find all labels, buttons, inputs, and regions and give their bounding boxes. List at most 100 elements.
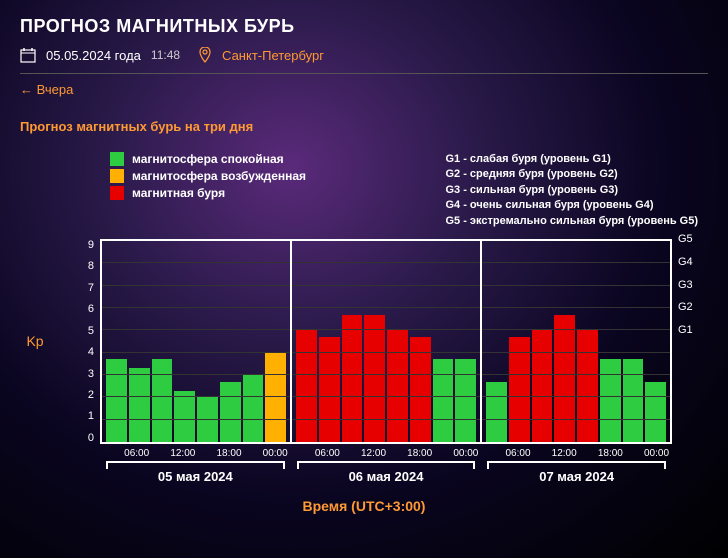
bar bbox=[364, 315, 385, 442]
y-tick: 2 bbox=[88, 389, 94, 401]
y2-tick: G1 bbox=[678, 324, 693, 336]
legend-swatch bbox=[110, 186, 124, 200]
bar bbox=[319, 337, 340, 442]
y-axis-label: Kp bbox=[20, 239, 50, 444]
x-tick bbox=[103, 448, 124, 459]
x-tick bbox=[531, 448, 552, 459]
bar bbox=[433, 359, 454, 442]
x-ticks: 06:00 12:00 18:00 00:00 bbox=[291, 444, 482, 459]
y-tick: 1 bbox=[88, 410, 94, 422]
bar bbox=[129, 368, 150, 442]
legend-label: магнитная буря bbox=[132, 186, 225, 200]
meta-time: 11:48 bbox=[151, 48, 180, 62]
bar bbox=[387, 330, 408, 442]
x-ticks: 06:00 12:00 18:00 00:00 bbox=[100, 444, 291, 459]
legend-item: магнитосфера спокойная bbox=[110, 152, 306, 166]
bar bbox=[554, 315, 575, 442]
calendar-icon bbox=[20, 47, 36, 63]
bar bbox=[509, 337, 530, 442]
x-tick: 06:00 bbox=[315, 448, 340, 459]
date-label: 05 мая 2024 bbox=[106, 461, 285, 484]
bar bbox=[532, 330, 553, 442]
meta-row: 05.05.2024 года 11:48 Санкт-Петербург bbox=[20, 47, 708, 74]
y2-tick: G4 bbox=[678, 256, 693, 268]
x-tick bbox=[340, 448, 361, 459]
x-tick: 18:00 bbox=[598, 448, 623, 459]
x-tick bbox=[242, 448, 263, 459]
meta-date: 05.05.2024 года bbox=[46, 48, 141, 63]
x-tick: 00:00 bbox=[644, 448, 669, 459]
legend-item: магнитосфера возбужденная bbox=[110, 169, 306, 183]
x-tick: 12:00 bbox=[170, 448, 195, 459]
legend-right-item: G5 - экстремально сильная буря (уровень … bbox=[445, 214, 698, 229]
bar bbox=[220, 382, 241, 442]
x-tick bbox=[195, 448, 216, 459]
x-tick: 06:00 bbox=[505, 448, 530, 459]
y-tick: 3 bbox=[88, 368, 94, 380]
legend-label: магнитосфера возбужденная bbox=[132, 169, 306, 183]
nav-back[interactable]: ← Вчера bbox=[20, 82, 708, 97]
date-label: 07 мая 2024 bbox=[487, 461, 666, 484]
meta-city: Санкт-Петербург bbox=[222, 48, 324, 63]
subtitle: Прогноз магнитных бурь на три дня bbox=[20, 119, 708, 134]
page-title: ПРОГНОЗ МАГНИТНЫХ БУРЬ bbox=[20, 16, 708, 37]
legend-item: магнитная буря bbox=[110, 186, 306, 200]
x-tick bbox=[149, 448, 170, 459]
legend-swatch bbox=[110, 152, 124, 166]
legend-right-item: G1 - слабая буря (уровень G1) bbox=[445, 152, 698, 167]
pin-icon bbox=[198, 47, 212, 63]
legend-label: магнитосфера спокойная bbox=[132, 152, 284, 166]
bar bbox=[623, 359, 644, 442]
x-tick bbox=[386, 448, 407, 459]
x-tick bbox=[577, 448, 598, 459]
x-tick: 12:00 bbox=[552, 448, 577, 459]
x-tick bbox=[623, 448, 644, 459]
y2-tick: G5 bbox=[678, 233, 693, 245]
bar bbox=[600, 359, 621, 442]
bar bbox=[296, 330, 317, 442]
x-tick: 00:00 bbox=[453, 448, 478, 459]
bar bbox=[197, 397, 218, 442]
legend-right-item: G3 - сильная буря (уровень G3) bbox=[445, 183, 698, 198]
x-tick: 12:00 bbox=[361, 448, 386, 459]
legend-swatch bbox=[110, 169, 124, 183]
y2-tick: G2 bbox=[678, 301, 693, 313]
bar bbox=[410, 337, 431, 442]
date-label: 06 мая 2024 bbox=[297, 461, 476, 484]
legend-right: G1 - слабая буря (уровень G1)G2 - средня… bbox=[445, 152, 698, 229]
bar bbox=[174, 391, 195, 442]
legend-right-item: G2 - средняя буря (уровень G2) bbox=[445, 167, 698, 182]
bar bbox=[243, 375, 264, 442]
legend-left: магнитосфера спокойная магнитосфера возбу… bbox=[110, 152, 306, 229]
x-axis-label: Время (UTC+3:00) bbox=[20, 498, 708, 514]
y-tick: 4 bbox=[88, 346, 94, 358]
x-tick: 18:00 bbox=[216, 448, 241, 459]
bar bbox=[455, 359, 476, 442]
day-panel bbox=[102, 241, 292, 442]
y-tick: 8 bbox=[88, 260, 94, 272]
legend-right-item: G4 - очень сильная буря (уровень G4) bbox=[445, 198, 698, 213]
bar bbox=[106, 359, 127, 442]
bar bbox=[486, 382, 507, 442]
bar bbox=[577, 330, 598, 442]
x-tick bbox=[432, 448, 453, 459]
y2-tick: G3 bbox=[678, 279, 693, 291]
chart: магнитосфера спокойная магнитосфера возбу… bbox=[20, 152, 708, 514]
x-tick bbox=[294, 448, 315, 459]
x-tick: 00:00 bbox=[263, 448, 288, 459]
y-tick: 5 bbox=[88, 325, 94, 337]
bar bbox=[645, 382, 666, 442]
x-tick: 06:00 bbox=[124, 448, 149, 459]
y2-axis: G5G4G3G2G1 bbox=[672, 239, 708, 444]
y-tick: 7 bbox=[88, 282, 94, 294]
bar bbox=[152, 359, 173, 442]
bar bbox=[342, 315, 363, 442]
day-panel bbox=[482, 241, 672, 442]
y-tick: 0 bbox=[88, 432, 94, 444]
y-axis: 9876543210 bbox=[50, 239, 100, 444]
y-tick: 6 bbox=[88, 303, 94, 315]
day-panel bbox=[292, 241, 482, 442]
x-tick: 18:00 bbox=[407, 448, 432, 459]
bar bbox=[265, 353, 286, 442]
x-ticks: 06:00 12:00 18:00 00:00 bbox=[481, 444, 672, 459]
